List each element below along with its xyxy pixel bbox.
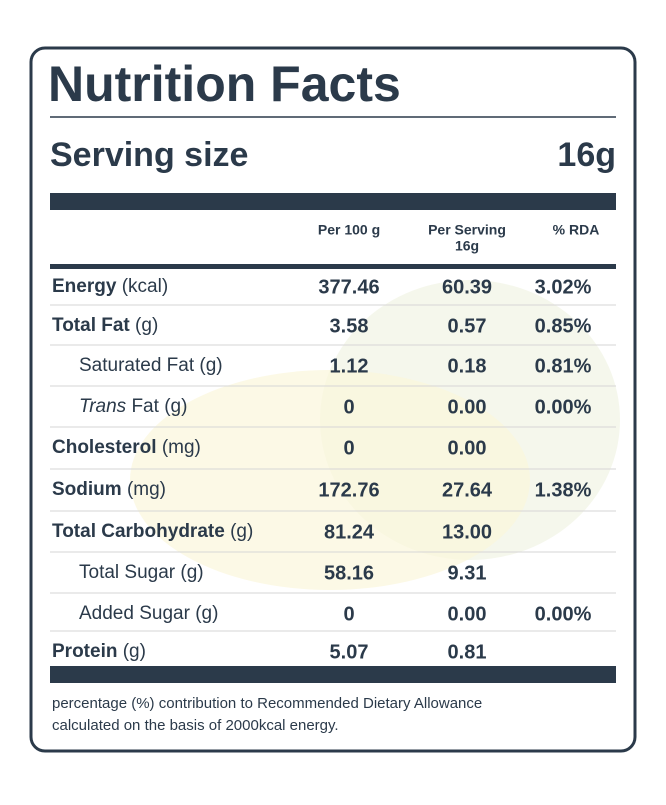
per-serving: 0.00 (448, 603, 487, 625)
rda: 0.00% (535, 396, 592, 418)
per-100g: 0 (343, 603, 354, 625)
label-unit: (g) (230, 521, 253, 542)
serving-value: 16g (557, 136, 616, 174)
footnote: calculated on the basis of 2000kcal ener… (52, 717, 339, 734)
label-unit: (mg) (127, 479, 166, 500)
label-unit: (mg) (162, 437, 201, 458)
per-serving: 0.81 (448, 641, 487, 663)
label-name: Sodium (52, 479, 122, 500)
row-label: Sodium (mg) (52, 479, 166, 500)
row-label: Total Sugar (g) (79, 562, 204, 583)
per-100g: 172.76 (318, 479, 379, 501)
label-unit: (g) (199, 355, 222, 376)
row-label: Saturated Fat (g) (79, 355, 223, 376)
rda: 0.81% (535, 355, 592, 377)
label-name: Total Carbohydrate (52, 521, 225, 542)
label-name: Energy (52, 276, 117, 297)
per-serving: 60.39 (442, 276, 492, 298)
per-serving: 13.00 (442, 521, 492, 543)
per-100g: 5.07 (330, 641, 369, 663)
per-100g: 0 (343, 437, 354, 459)
divider-bar (50, 193, 616, 210)
per-serving: 9.31 (448, 562, 487, 584)
row-label: Cholesterol (mg) (52, 437, 201, 458)
rda: 1.38% (535, 479, 592, 501)
per-serving: 0.18 (448, 355, 487, 377)
label-unit: (g) (123, 641, 146, 662)
per-100g: 81.24 (324, 521, 375, 543)
label-italic: Trans (79, 396, 127, 417)
row-label: Protein (g) (52, 641, 146, 662)
per-serving: 27.64 (442, 479, 493, 501)
label-unit: (kcal) (122, 276, 168, 297)
row-label: Total Carbohydrate (g) (52, 521, 253, 542)
per-serving: 0.57 (448, 315, 487, 337)
per-100g: 58.16 (324, 562, 374, 584)
label-border (29, 46, 637, 753)
rda: 0.85% (535, 315, 592, 337)
label-unit: (g) (164, 396, 187, 417)
rda: 0.00% (535, 603, 592, 625)
label-name: Cholesterol (52, 437, 157, 458)
rda: 3.02% (535, 276, 592, 298)
per-100g: 1.12 (330, 355, 369, 377)
divider-bar (50, 264, 616, 269)
label-name: Total Fat (52, 315, 130, 336)
label-name: Fat (131, 396, 159, 417)
row-label: Total Fat (g) (52, 315, 158, 336)
background-decoration (130, 370, 530, 590)
row-label: Trans Fat (g) (79, 396, 187, 417)
label-unit: (g) (195, 603, 218, 624)
footnote: percentage (%) contribution to Recommend… (52, 695, 482, 712)
column-header: Per 100 g (318, 222, 380, 238)
row-label: Added Sugar (g) (79, 603, 218, 624)
per-100g: 377.46 (318, 276, 379, 298)
column-header: % RDA (553, 222, 600, 238)
serving-label: Serving size (50, 136, 248, 174)
column-header: Per Serving (428, 222, 506, 238)
divider-bar (50, 666, 616, 683)
per-100g: 0 (343, 396, 354, 418)
label-name: Protein (52, 641, 117, 662)
per-100g: 3.58 (330, 315, 369, 337)
label-name: Total Sugar (79, 562, 176, 583)
title: Nutrition Facts (48, 56, 401, 112)
per-serving: 0.00 (448, 396, 487, 418)
label-unit: (g) (135, 315, 158, 336)
label-name: Saturated Fat (79, 355, 195, 376)
per-serving: 0.00 (448, 437, 487, 459)
column-header: 16g (455, 238, 479, 254)
label-unit: (g) (180, 562, 203, 583)
label-name: Added Sugar (79, 603, 191, 624)
row-label: Energy (kcal) (52, 276, 168, 297)
